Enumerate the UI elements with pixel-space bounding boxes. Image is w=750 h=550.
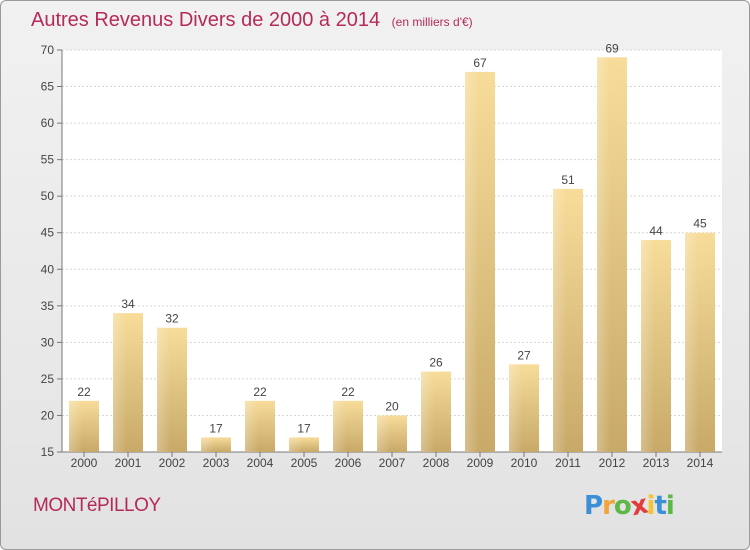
- data-label: 45: [693, 217, 707, 231]
- data-label: 22: [341, 385, 355, 399]
- y-tick-label: 55: [41, 153, 55, 167]
- x-tick-label: 2005: [291, 456, 318, 470]
- logo-letter: r: [602, 491, 615, 521]
- bar-highlight: [509, 364, 523, 452]
- x-tick-label: 2009: [467, 456, 494, 470]
- y-tick-label: 20: [41, 408, 55, 422]
- data-label: 51: [561, 173, 575, 187]
- y-tick-label: 45: [41, 226, 55, 240]
- x-tick-label: 2014: [687, 456, 714, 470]
- data-label: 34: [121, 297, 135, 311]
- bar-highlight: [333, 400, 347, 452]
- bar-highlight: [421, 371, 435, 452]
- bar-highlight: [553, 188, 567, 452]
- logo-letter: P: [584, 491, 603, 521]
- y-tick-label: 30: [41, 335, 55, 349]
- data-label: 44: [649, 224, 663, 238]
- chart-title: Autres Revenus Divers de 2000 à 2014: [31, 9, 381, 31]
- x-tick-label: 2003: [203, 456, 230, 470]
- bar-highlight: [201, 437, 215, 452]
- y-tick-label: 60: [41, 116, 55, 130]
- data-label: 17: [297, 421, 311, 435]
- x-tick-label: 2012: [599, 456, 626, 470]
- chart-subtitle: (en milliers d'€): [391, 15, 473, 29]
- bar-highlight: [289, 437, 303, 452]
- bar-highlight: [69, 400, 83, 452]
- x-tick-label: 2001: [115, 456, 142, 470]
- bar-highlight: [685, 232, 699, 452]
- logo-letter: t: [654, 491, 666, 521]
- x-tick-label: 2002: [159, 456, 186, 470]
- data-label: 17: [209, 421, 223, 435]
- proxiti-logo: Proxiti: [584, 490, 675, 523]
- bar-highlight: [465, 71, 479, 452]
- x-tick-label: 2010: [511, 456, 538, 470]
- bar-highlight: [597, 57, 611, 453]
- data-label: 22: [253, 385, 267, 399]
- data-label: 69: [605, 41, 619, 55]
- y-tick-label: 70: [41, 43, 55, 57]
- x-tick-label: 2007: [379, 456, 406, 470]
- y-tick-label: 35: [41, 299, 55, 313]
- y-tick-label: 50: [41, 189, 55, 203]
- data-label: 22: [77, 385, 91, 399]
- bar-highlight: [641, 240, 655, 452]
- data-label: 67: [473, 56, 487, 70]
- y-tick-label: 40: [41, 262, 55, 276]
- y-tick-label: 15: [41, 445, 55, 459]
- commune-name: MONTéPILLOY: [33, 495, 161, 516]
- bar-highlight: [245, 400, 259, 452]
- x-tick-label: 2000: [71, 456, 98, 470]
- bar-highlight: [157, 327, 171, 452]
- chart-title-block: Autres Revenus Divers de 2000 à 2014 (en…: [31, 9, 473, 32]
- logo-letter: o: [613, 491, 632, 521]
- data-label: 32: [165, 312, 179, 326]
- logo-letter: i: [665, 491, 675, 521]
- y-tick-label: 25: [41, 372, 55, 386]
- data-label: 26: [429, 356, 443, 370]
- data-label: 27: [517, 348, 531, 362]
- y-tick-label: 65: [41, 80, 55, 94]
- bar-highlight: [113, 313, 127, 452]
- bar-highlight: [377, 415, 391, 452]
- x-tick-label: 2004: [247, 456, 274, 470]
- x-tick-label: 2011: [555, 456, 581, 470]
- x-tick-label: 2008: [423, 456, 450, 470]
- x-tick-label: 2013: [643, 456, 670, 470]
- logo-letter: i: [646, 491, 656, 521]
- data-label: 20: [385, 399, 399, 413]
- x-tick-label: 2006: [335, 456, 362, 470]
